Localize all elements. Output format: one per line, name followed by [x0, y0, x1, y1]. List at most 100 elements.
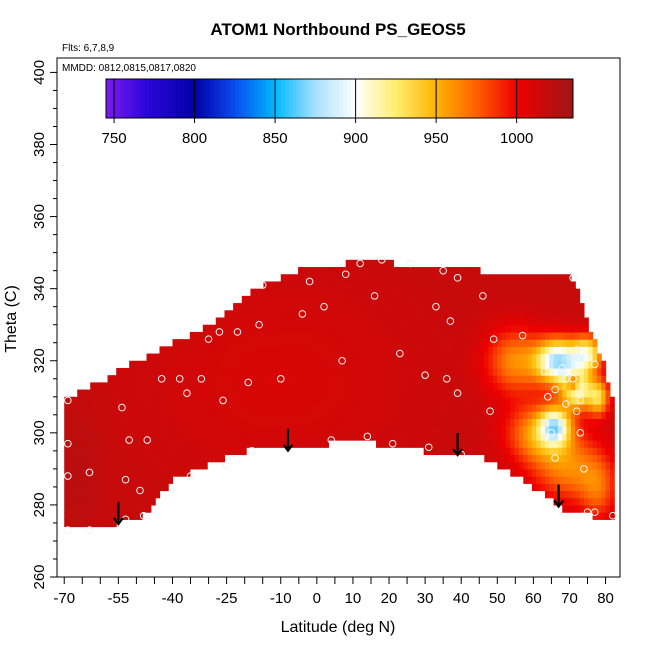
field-cell — [328, 267, 334, 275]
colorbar-swatch — [483, 79, 488, 118]
field-cell — [103, 512, 109, 520]
field-cell — [146, 418, 152, 427]
field-cell — [337, 295, 342, 304]
field-cell — [592, 454, 598, 463]
field-cell — [254, 331, 260, 340]
field-cell — [176, 461, 182, 470]
field-cell — [81, 440, 87, 448]
field-cell — [289, 425, 295, 434]
field-cell — [523, 396, 529, 405]
field-cell — [64, 425, 70, 434]
field-cell — [583, 440, 589, 448]
field-cell — [384, 324, 390, 333]
field-cell — [94, 504, 100, 513]
field-cell — [328, 375, 334, 383]
field-cell — [194, 367, 200, 376]
field-cell — [176, 468, 182, 477]
field-cell — [393, 288, 399, 297]
field-cell — [328, 382, 334, 391]
field-cell — [428, 324, 433, 333]
field-cell — [94, 396, 100, 405]
field-cell — [77, 490, 83, 499]
field-cell — [393, 267, 399, 275]
field-cell — [250, 411, 256, 420]
field-cell — [536, 468, 542, 477]
field-cell — [440, 382, 446, 391]
field-cell — [233, 425, 239, 434]
field-cell — [215, 317, 221, 326]
field-cell — [328, 331, 334, 340]
field-cell — [181, 468, 187, 477]
field-cell — [609, 404, 615, 412]
field-cell — [527, 324, 533, 333]
field-cell — [462, 324, 468, 333]
field-cell — [588, 367, 594, 376]
field-cell — [250, 425, 256, 434]
field-cell — [397, 331, 403, 340]
field-cell — [363, 274, 368, 283]
field-cell — [540, 447, 546, 456]
observation-point — [244, 378, 253, 387]
field-cell — [523, 324, 529, 333]
field-cell — [557, 454, 563, 463]
field-cell — [155, 353, 161, 362]
field-cell — [354, 267, 360, 275]
field-cell — [514, 281, 520, 290]
field-cell — [133, 512, 139, 520]
field-cell — [544, 461, 550, 470]
field-cell — [527, 367, 533, 376]
y-tick-label: 360 — [31, 204, 48, 229]
field-cell — [81, 447, 87, 456]
field-cell — [484, 288, 490, 297]
field-cell — [85, 483, 91, 492]
field-cell — [562, 346, 568, 355]
field-cell — [514, 468, 520, 477]
field-cell — [72, 490, 78, 499]
field-cell — [90, 483, 96, 492]
field-cell — [466, 418, 472, 427]
field-cell — [432, 267, 438, 275]
field-cell — [254, 324, 260, 333]
field-cell — [267, 382, 273, 391]
field-cell — [531, 432, 537, 441]
field-cell — [133, 454, 139, 463]
field-cell — [289, 303, 295, 311]
field-cell — [596, 454, 602, 463]
field-cell — [596, 425, 602, 434]
field-cell — [540, 375, 546, 383]
field-cell — [259, 303, 265, 311]
field-cell — [163, 432, 169, 441]
field-cell — [432, 346, 438, 355]
field-cell — [289, 418, 295, 427]
field-cell — [501, 274, 507, 283]
field-cell — [592, 483, 598, 492]
field-cell — [116, 396, 122, 405]
field-cell — [376, 404, 381, 412]
field-cell — [397, 367, 403, 376]
field-cell — [436, 274, 442, 283]
field-cell — [570, 375, 576, 383]
field-cell — [544, 454, 550, 463]
field-cell — [163, 447, 169, 456]
field-cell — [523, 468, 529, 477]
field-cell — [566, 389, 572, 398]
field-cell — [246, 396, 252, 405]
field-cell — [531, 454, 537, 463]
field-cell — [276, 295, 282, 304]
observation-point — [406, 259, 415, 268]
field-cell — [389, 418, 394, 427]
field-cell — [510, 425, 516, 434]
field-cell — [527, 295, 533, 304]
field-cell — [453, 346, 459, 355]
field-cell — [137, 418, 143, 427]
field-cell — [393, 324, 399, 333]
field-cell — [220, 404, 226, 412]
field-cell — [536, 440, 542, 448]
field-cell — [393, 411, 399, 420]
field-cell — [588, 454, 594, 463]
field-cell — [276, 432, 282, 441]
field-cell — [562, 353, 568, 362]
field-cell — [436, 353, 442, 362]
field-cell — [380, 295, 386, 304]
field-cell — [293, 360, 299, 369]
